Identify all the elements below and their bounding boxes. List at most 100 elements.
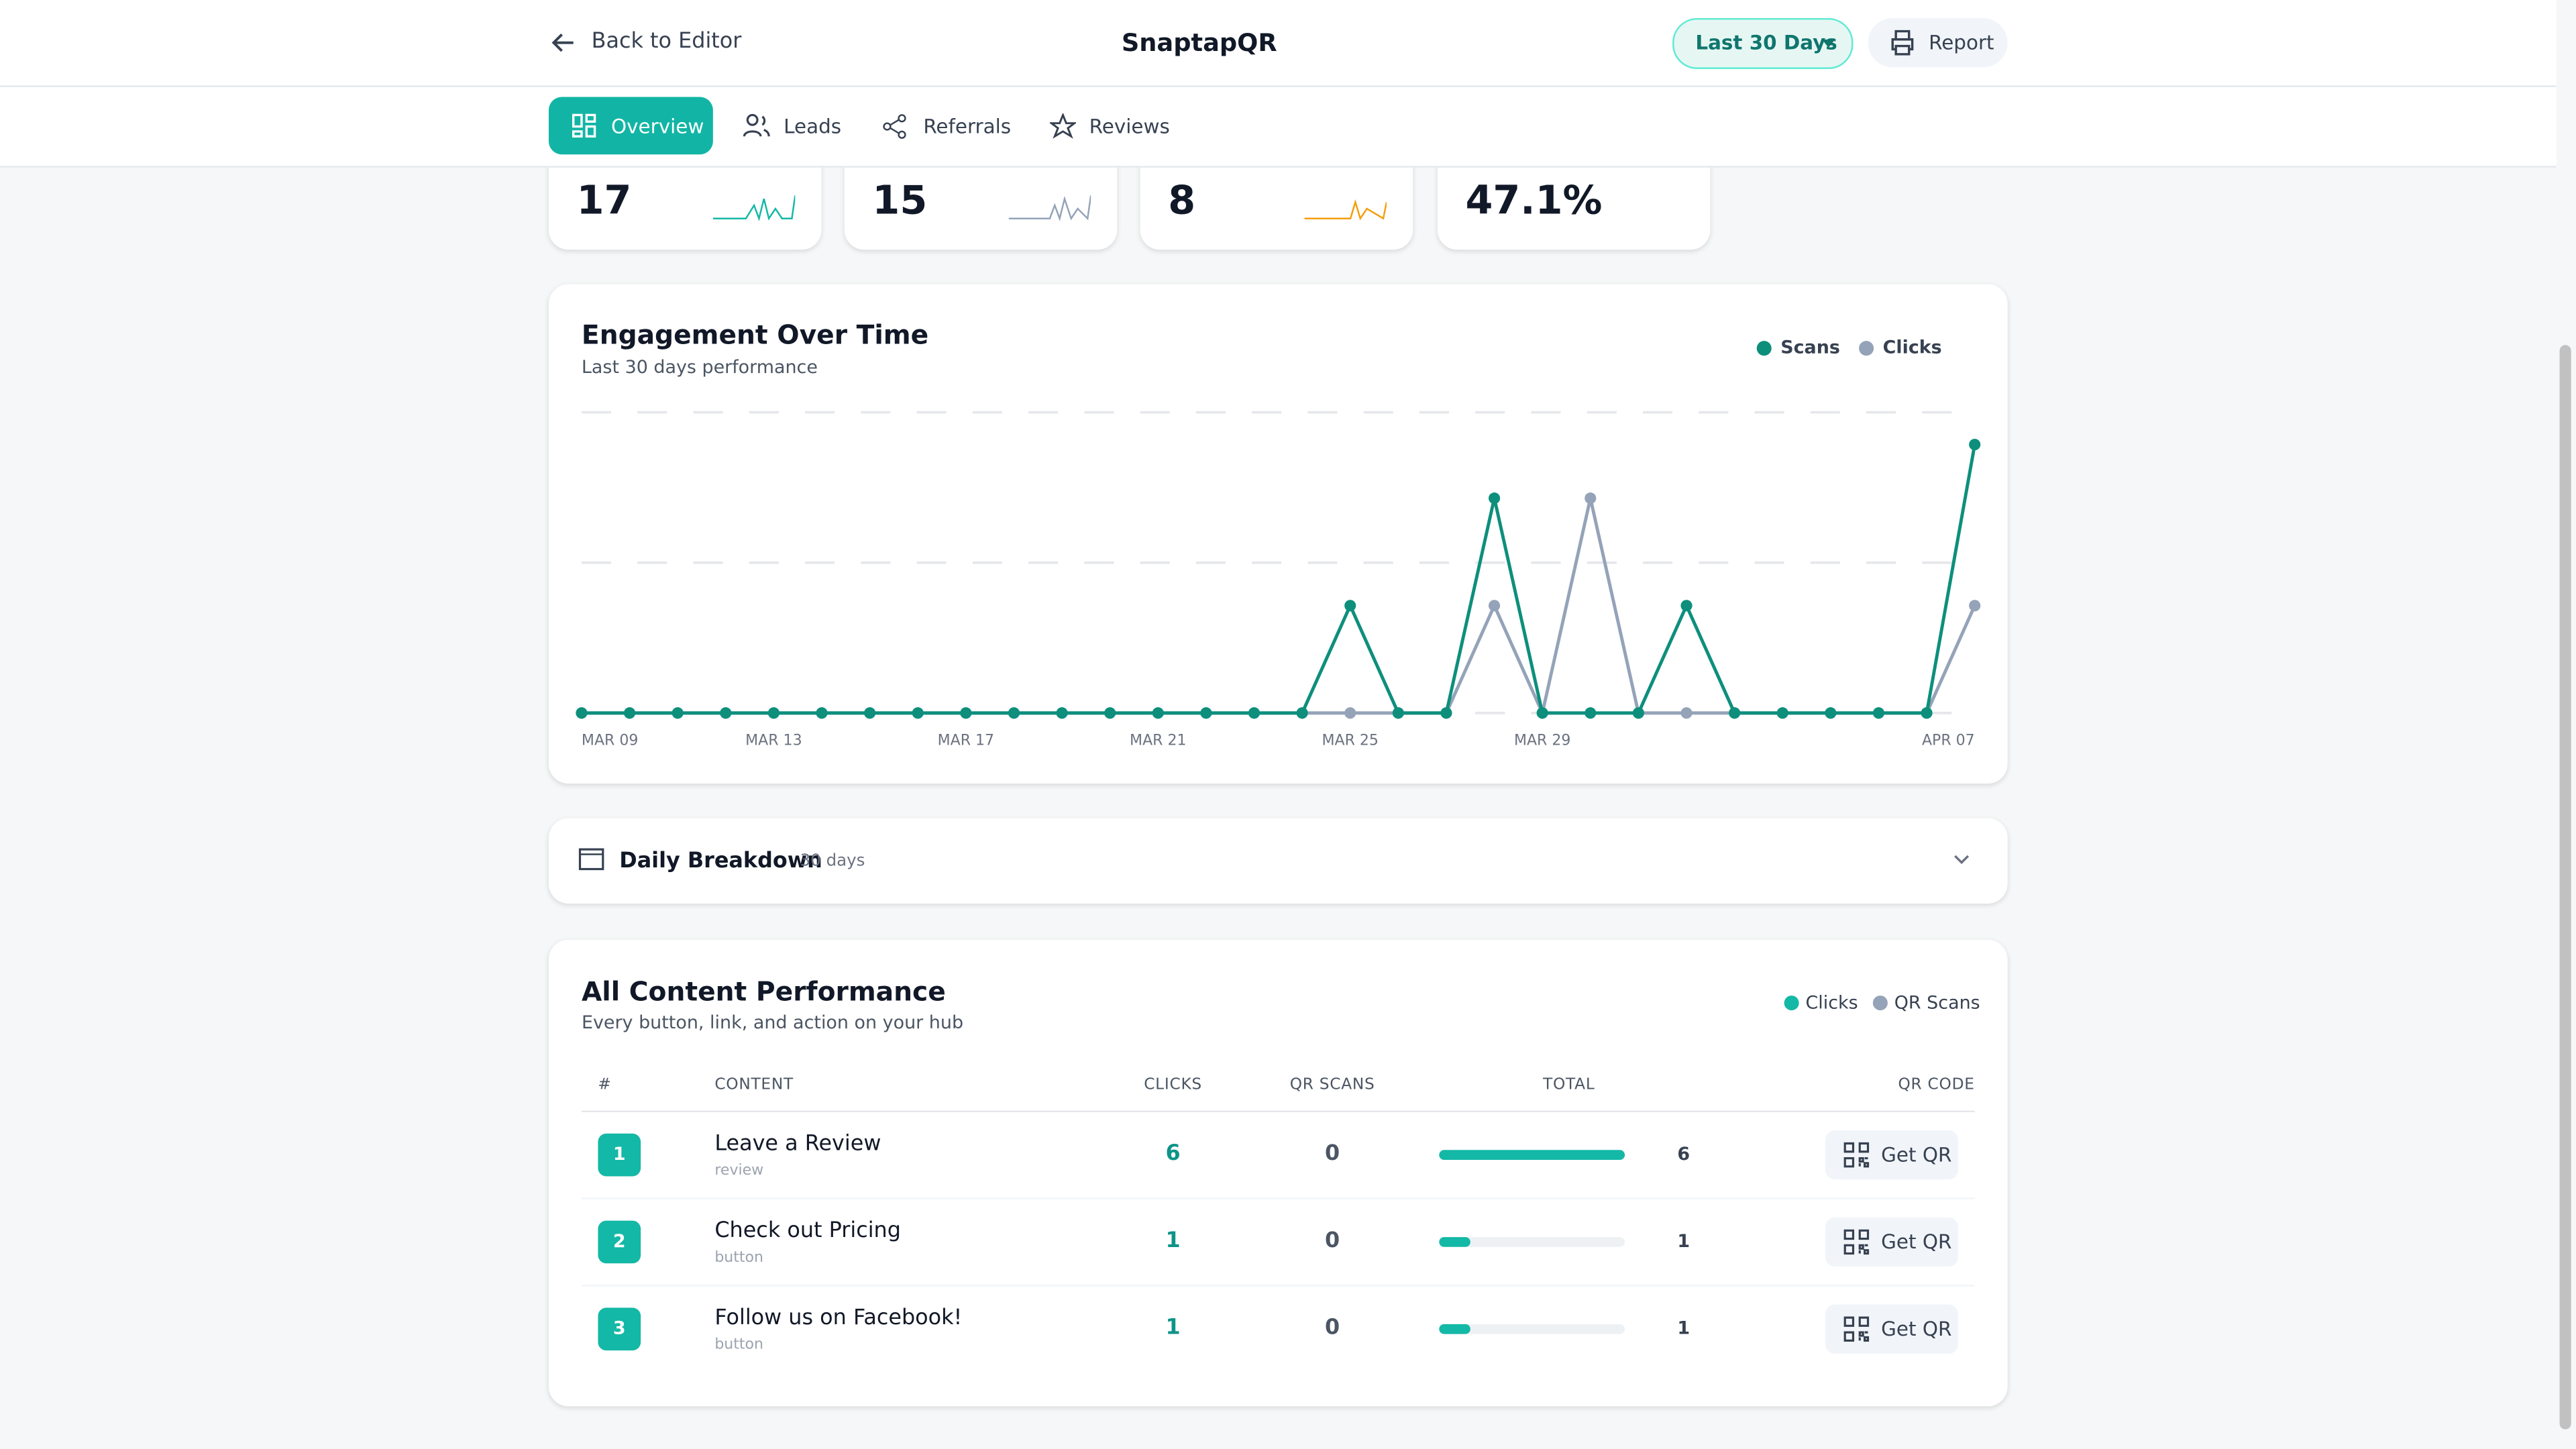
get-qr-button[interactable]: Get QR	[1825, 1217, 1959, 1267]
line	[581, 444, 1977, 715]
range-label: Last 30 Days	[1695, 31, 1837, 54]
column-header: CONTENT	[714, 1076, 794, 1095]
tab-label[interactable]: Reviews	[1089, 115, 1170, 138]
column-header: #	[598, 1076, 612, 1095]
legend-label: QR Scans	[1894, 992, 1980, 1014]
point	[1152, 707, 1164, 719]
header-rule	[581, 1110, 1975, 1112]
point	[1489, 600, 1501, 612]
point	[1344, 600, 1356, 612]
point	[1680, 600, 1693, 612]
content-kind: review	[714, 1163, 764, 1180]
breakdown-note: 30 days	[800, 853, 865, 871]
chart-title: Engagement Over Time	[582, 321, 928, 351]
row-rule	[581, 1285, 1975, 1287]
content-card: All Content Performance Every button, li…	[548, 939, 2008, 1407]
back-link[interactable]: Back to Editor	[591, 30, 742, 54]
brand: SnaptapQR	[1121, 28, 1277, 58]
point	[1969, 439, 1981, 451]
point	[912, 707, 924, 719]
content-kind: button	[714, 1250, 764, 1267]
chart-card: Engagement Over Time Last 30 days perfor…	[548, 284, 2008, 784]
chart: Engagement Over Time Last 30 days perfor…	[576, 321, 1981, 749]
total: 1	[1677, 1318, 1690, 1339]
point	[623, 707, 636, 719]
back-icon	[551, 34, 574, 52]
report-button[interactable]: Report	[1868, 17, 2008, 68]
point	[1489, 492, 1501, 504]
x-tick-label: APR 07	[1922, 732, 1975, 749]
column-header: CLICKS	[1144, 1076, 1202, 1095]
point	[1921, 707, 1933, 719]
report-label: Report	[1929, 31, 1994, 54]
tab-active[interactable]: Overview	[548, 97, 713, 155]
content-name: Follow us on Facebook!	[714, 1305, 963, 1331]
column-header: TOTAL	[1543, 1076, 1595, 1095]
breakdown-title: Daily Breakdown	[619, 849, 822, 874]
total: 6	[1677, 1143, 1690, 1165]
point	[1200, 707, 1212, 719]
point	[1440, 707, 1452, 719]
header: Back to Editor SnaptapQR Last 30 Days Re…	[0, 0, 2557, 87]
point	[960, 707, 972, 719]
point	[1056, 707, 1068, 719]
get-qr-button[interactable]: Get QR	[1825, 1130, 1959, 1180]
clicks: 1	[1165, 1316, 1181, 1341]
point	[720, 707, 732, 719]
x-tick-label: MAR 13	[745, 732, 802, 749]
scans: 0	[1325, 1316, 1340, 1341]
point	[1008, 707, 1020, 719]
total: 1	[1677, 1230, 1690, 1252]
get-qr-label: Get QR	[1881, 1318, 1952, 1341]
point	[1248, 707, 1260, 719]
x-tick-label: MAR 25	[1322, 732, 1379, 749]
tab-label[interactable]: Leads	[784, 115, 842, 138]
total-track	[1439, 1324, 1625, 1334]
point	[816, 707, 828, 719]
scans: 0	[1325, 1142, 1340, 1167]
point	[1776, 707, 1788, 719]
legend-label: Clicks	[1805, 992, 1858, 1014]
point	[576, 707, 588, 719]
point	[1969, 600, 1981, 612]
content-kind: button	[714, 1337, 764, 1354]
point	[1585, 492, 1597, 504]
point	[1344, 707, 1356, 719]
total-track	[1439, 1237, 1625, 1247]
scrollbar[interactable]	[2559, 345, 2571, 1430]
x-tick-label: MAR 29	[1514, 732, 1570, 749]
point	[1585, 707, 1597, 719]
line	[581, 498, 1976, 718]
legend-label: Clicks	[1883, 337, 1942, 358]
point	[1296, 707, 1308, 719]
total-bar	[1439, 1324, 1470, 1334]
column-header: QR SCANS	[1289, 1076, 1375, 1095]
clicks: 1	[1165, 1228, 1181, 1254]
get-qr-button[interactable]: Get QR	[1825, 1304, 1959, 1354]
breakdown-card[interactable]: Daily Breakdown 30 days	[548, 818, 2008, 904]
point	[672, 707, 684, 719]
point	[1825, 707, 1837, 719]
point	[1680, 707, 1693, 719]
column-header: QR CODE	[1898, 1076, 1975, 1095]
point	[1104, 707, 1116, 719]
x-tick-label: MAR 17	[938, 732, 994, 749]
content-subtitle: Every button, link, and action on your h…	[581, 1012, 964, 1034]
tab-label: Overview	[611, 115, 704, 138]
row-rule	[581, 1197, 1975, 1199]
clicks: 6	[1165, 1142, 1181, 1167]
point	[767, 707, 780, 719]
point	[1632, 707, 1644, 719]
legend-label: Scans	[1780, 337, 1840, 358]
tab-label[interactable]: Referrals	[923, 115, 1012, 138]
get-qr-label: Get QR	[1881, 1230, 1952, 1254]
point	[1392, 707, 1404, 719]
rank-badge: 1	[598, 1133, 641, 1177]
total-bar	[1439, 1237, 1470, 1247]
stat-value: 15	[872, 177, 928, 224]
content-title: All Content Performance	[581, 975, 946, 1008]
range-button[interactable]: Last 30 Days	[1672, 17, 1854, 69]
rank-badge: 2	[598, 1220, 641, 1264]
